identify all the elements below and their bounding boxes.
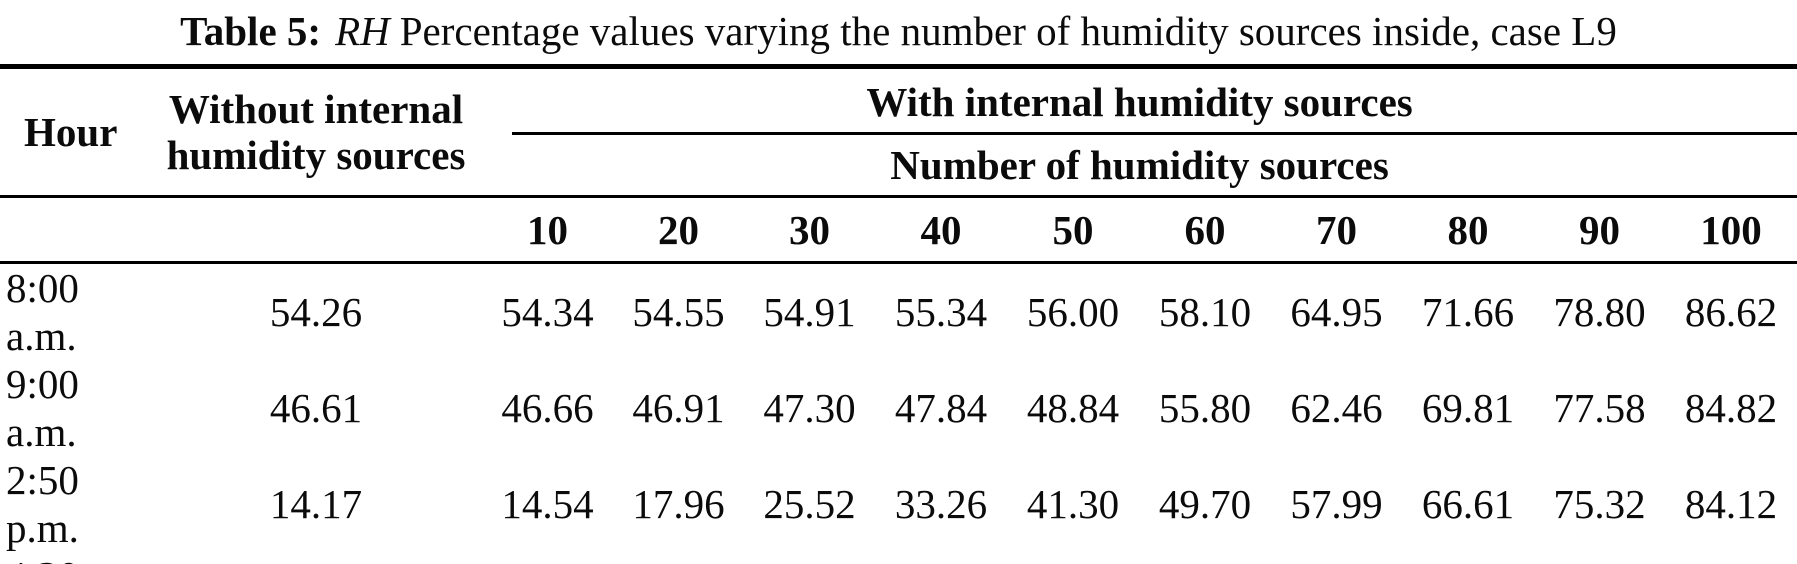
value-cell: 13.54: [482, 552, 613, 564]
value-cell: 41.33: [1007, 552, 1139, 564]
value-cell: 54.91: [744, 261, 875, 360]
value-cell: 57.99: [1290, 481, 1383, 527]
value-cell: 55.34: [875, 261, 1007, 360]
value-cell: 14.54: [501, 481, 594, 527]
spacer-cell: [150, 195, 482, 263]
value-cell: 86.62: [1665, 261, 1797, 360]
without-cell: 54.26: [150, 261, 482, 360]
value-cell: 17.96: [632, 481, 725, 527]
value-cell: 41.30: [1026, 481, 1120, 527]
header-count-30: 30: [744, 195, 875, 263]
value-cell: 69.81: [1421, 385, 1515, 431]
value-cell: 75.51: [1534, 552, 1665, 564]
rh-table: Hour Without internal humidity sources W…: [0, 64, 1797, 564]
caption-table-number: Table 5:: [180, 8, 322, 54]
value-cell: 17.78: [613, 552, 744, 564]
value-cell: 75.32: [1553, 481, 1646, 527]
value-cell: 25.52: [763, 481, 856, 527]
without-cell: 46.61: [269, 385, 363, 431]
value-cell: 62.46: [1290, 385, 1383, 431]
caption-measure: RH: [335, 8, 390, 54]
value-cell: 71.66: [1402, 261, 1534, 360]
header-with-internal-group: With internal humidity sources: [482, 67, 1797, 135]
value-cell: 58.10: [1139, 261, 1271, 360]
value-cell: 66.79: [1402, 552, 1534, 564]
table-row: 8:00 a.m. 54.26 54.34 54.55 54.91 55.34 …: [0, 261, 1797, 360]
header-count-100: 100: [1665, 195, 1797, 263]
hour-cell: 9:00 a.m.: [6, 361, 79, 455]
value-cell: 55.80: [1158, 385, 1252, 431]
value-cell: 77.58: [1553, 385, 1646, 431]
value-cell: 54.55: [613, 261, 744, 360]
value-cell: 58.14: [1271, 552, 1402, 564]
without-cell: 13.26: [150, 552, 482, 564]
header-count-10: 10: [482, 195, 613, 263]
header-hour: Hour: [24, 109, 118, 155]
table-row: 4:20 p.m. 13.26 13.54 17.78 25.30 33.16 …: [0, 552, 1797, 564]
without-cell: 14.17: [269, 481, 363, 527]
value-cell: 84.82: [1684, 385, 1778, 431]
table-row: 9:00 a.m. 46.61 46.66 46.91 47.30 47.84 …: [0, 360, 1797, 456]
header-count-70: 70: [1271, 195, 1402, 263]
value-cell: 54.34: [482, 261, 613, 360]
header-count-50: 50: [1007, 195, 1139, 263]
value-cell: 78.80: [1534, 261, 1665, 360]
header-count-80: 80: [1402, 195, 1534, 263]
value-cell: 47.30: [763, 385, 856, 431]
value-cell: 64.95: [1271, 261, 1402, 360]
header-count-90: 90: [1534, 195, 1665, 263]
header-without-internal: Without internal humidity sources: [166, 86, 466, 178]
header-count-20: 20: [613, 195, 744, 263]
caption-text: Percentage values varying the number of …: [399, 8, 1617, 54]
value-cell: 49.64: [1139, 552, 1271, 564]
table-row: 2:50 p.m. 14.17 14.54 17.96 25.52 33.26 …: [0, 456, 1797, 552]
header-count-60: 60: [1139, 195, 1271, 263]
value-cell: 33.16: [875, 552, 1007, 564]
value-cell: 84.31: [1665, 552, 1797, 564]
value-cell: 25.30: [744, 552, 875, 564]
hour-cell: 8:00 a.m.: [0, 261, 150, 360]
hour-cell: 2:50 p.m.: [6, 457, 79, 551]
value-cell: 33.26: [894, 481, 988, 527]
table-caption: Table 5: RH Percentage values varying the …: [0, 0, 1797, 64]
header-count-40: 40: [875, 195, 1007, 263]
value-cell: 66.61: [1421, 481, 1515, 527]
header-number-of-sources-group: Number of humidity sources: [890, 141, 1389, 188]
value-cell: 46.66: [501, 385, 594, 431]
value-cell: 47.84: [894, 385, 988, 431]
value-cell: 56.00: [1007, 261, 1139, 360]
hour-cell: 4:20 p.m.: [0, 552, 150, 564]
value-cell: 49.70: [1158, 481, 1252, 527]
value-cell: 46.91: [632, 385, 725, 431]
value-cell: 48.84: [1026, 385, 1120, 431]
value-cell: 84.12: [1684, 481, 1778, 527]
spacer-cell: [0, 195, 150, 263]
